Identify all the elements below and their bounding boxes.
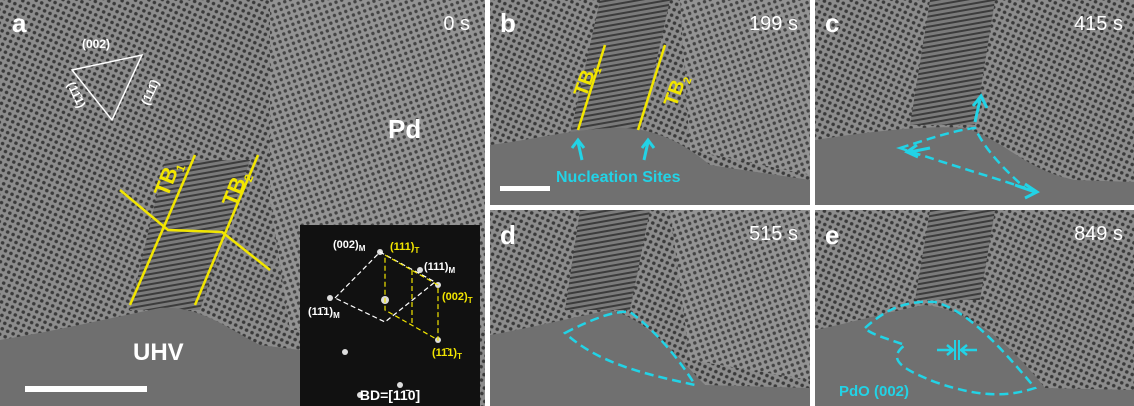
time-label: 0 s <box>443 13 470 35</box>
time-label: 515 s <box>749 223 798 245</box>
scale-bar <box>500 186 550 191</box>
panel-label: c <box>825 8 839 38</box>
scale-bar <box>25 386 147 392</box>
zone-axis: BD=[11̄0] <box>360 387 420 403</box>
panel-label: d <box>500 220 516 250</box>
decoration <box>327 295 333 301</box>
plane-label: (002) <box>82 37 110 51</box>
panel-c: c 415 s <box>815 0 1134 205</box>
panel-a: (002) (11̄1) (111̄) TB1 TB2 Pd UHV a 0 s… <box>0 0 485 406</box>
panel-label: e <box>825 220 839 250</box>
panel-label: b <box>500 8 516 38</box>
fft-inset: (002)M (111)T (111)M (002)T (11̄1)M (11̄… <box>300 225 480 406</box>
time-label: 849 s <box>1074 223 1123 245</box>
panel-d: d 515 s <box>490 210 810 406</box>
time-label: 199 s <box>749 13 798 35</box>
annotation: Nucleation Sites <box>556 169 681 186</box>
panel-e: PdO (002) e 849 s <box>815 210 1134 406</box>
material-label: Pd <box>388 114 421 144</box>
decoration <box>342 349 348 355</box>
panel-b: TB1 TB2 Nucleation Sites b 199 s <box>490 0 810 205</box>
panel-label: a <box>12 8 27 38</box>
figure: (002) (11̄1) (111̄) TB1 TB2 Pd UHV a 0 s… <box>0 0 1134 406</box>
annotation: PdO (002) <box>839 383 909 400</box>
time-label: 415 s <box>1074 13 1123 35</box>
vacuum-label: UHV <box>133 339 184 366</box>
